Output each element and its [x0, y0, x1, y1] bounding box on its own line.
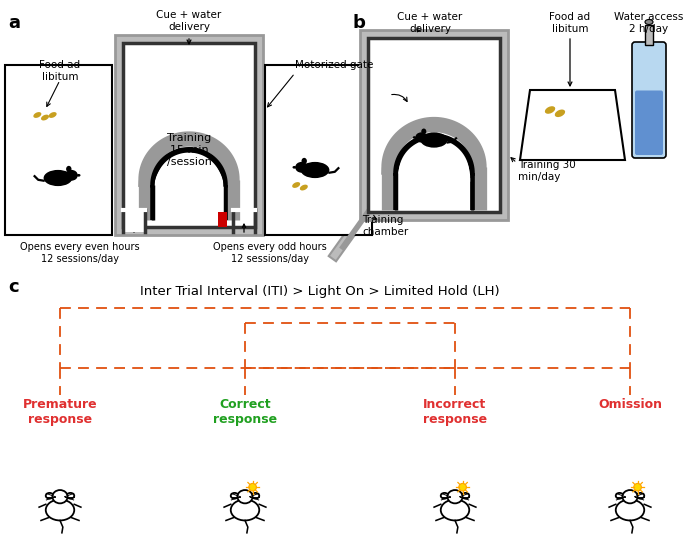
Bar — [265, 65, 372, 235]
Ellipse shape — [447, 490, 462, 503]
Ellipse shape — [231, 493, 238, 499]
Bar — [368, 38, 500, 212]
Ellipse shape — [462, 493, 469, 499]
Ellipse shape — [66, 166, 71, 172]
Ellipse shape — [238, 490, 253, 503]
Ellipse shape — [292, 182, 300, 188]
Text: Motorized gate: Motorized gate — [295, 60, 373, 70]
Ellipse shape — [49, 112, 57, 118]
Bar — [123, 43, 255, 227]
Bar — [360, 30, 508, 220]
Ellipse shape — [440, 499, 469, 521]
Ellipse shape — [292, 166, 296, 169]
Ellipse shape — [616, 499, 645, 521]
Text: c: c — [8, 278, 18, 296]
Ellipse shape — [555, 109, 565, 117]
Ellipse shape — [52, 490, 68, 503]
Bar — [218, 212, 227, 227]
Ellipse shape — [231, 499, 259, 521]
Circle shape — [459, 483, 466, 491]
Text: a: a — [8, 14, 20, 32]
Text: Omission: Omission — [598, 398, 662, 411]
Ellipse shape — [421, 132, 447, 148]
Ellipse shape — [41, 114, 49, 121]
FancyBboxPatch shape — [632, 42, 666, 158]
Text: Premature
response: Premature response — [23, 398, 97, 426]
Ellipse shape — [251, 493, 259, 499]
Text: Training
chamber: Training chamber — [362, 215, 408, 237]
Ellipse shape — [300, 185, 308, 190]
Text: Water access
2 h/day: Water access 2 h/day — [614, 12, 684, 33]
Text: Cue + water
delivery: Cue + water delivery — [397, 12, 462, 33]
Ellipse shape — [66, 493, 74, 499]
Ellipse shape — [421, 128, 426, 134]
Ellipse shape — [413, 136, 416, 139]
Text: Opens every even hours
12 sessions/day: Opens every even hours 12 sessions/day — [20, 242, 140, 263]
Text: Training
15 min
/session: Training 15 min /session — [166, 133, 212, 167]
Ellipse shape — [623, 490, 638, 503]
Ellipse shape — [545, 106, 556, 114]
FancyBboxPatch shape — [635, 90, 663, 155]
Text: Opens every odd hours
12 sessions/day: Opens every odd hours 12 sessions/day — [213, 242, 327, 263]
Ellipse shape — [645, 20, 653, 25]
Bar — [5, 65, 112, 235]
Polygon shape — [520, 90, 625, 160]
Circle shape — [249, 483, 256, 491]
Text: b: b — [353, 14, 366, 32]
Text: Training 30
min/day: Training 30 min/day — [518, 160, 576, 181]
Ellipse shape — [46, 499, 74, 521]
Ellipse shape — [440, 493, 449, 499]
Ellipse shape — [295, 162, 308, 172]
Ellipse shape — [34, 112, 41, 118]
Ellipse shape — [301, 162, 329, 178]
Circle shape — [634, 483, 641, 491]
Text: Food ad
libitum: Food ad libitum — [549, 12, 590, 33]
Text: Food ad
libitum: Food ad libitum — [40, 60, 81, 81]
Ellipse shape — [46, 493, 53, 499]
Bar — [123, 210, 145, 232]
Ellipse shape — [415, 132, 427, 142]
Text: Cue + water
delivery: Cue + water delivery — [156, 10, 222, 32]
Text: Correct
response: Correct response — [213, 398, 277, 426]
Bar — [115, 35, 263, 235]
Ellipse shape — [616, 493, 623, 499]
Text: Incorrect
response: Incorrect response — [423, 398, 487, 426]
Ellipse shape — [301, 158, 307, 164]
Bar — [123, 210, 145, 232]
Ellipse shape — [44, 170, 73, 186]
Ellipse shape — [77, 174, 81, 177]
Ellipse shape — [636, 493, 645, 499]
Text: Inter Trial Interval (ITI) > Light On > Limited Hold (LH): Inter Trial Interval (ITI) > Light On > … — [140, 285, 500, 298]
Ellipse shape — [65, 170, 78, 181]
Bar — [645, 25, 653, 45]
